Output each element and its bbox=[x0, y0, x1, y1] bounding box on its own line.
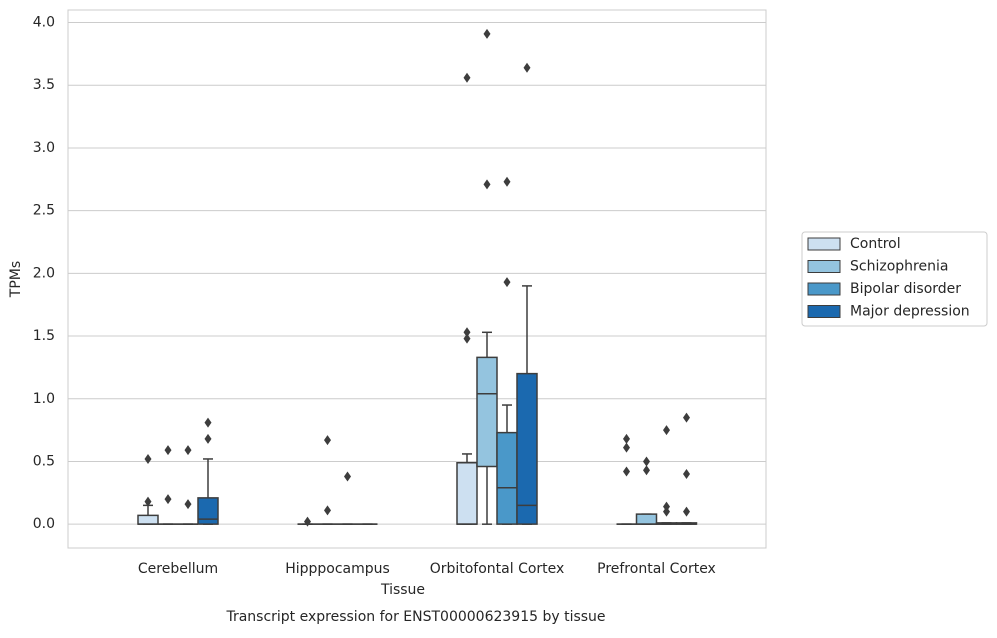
flier bbox=[503, 277, 511, 288]
flier bbox=[483, 179, 491, 190]
x-tick-label: Cerebellum bbox=[138, 561, 218, 577]
legend-label: Major depression bbox=[850, 304, 970, 320]
flier bbox=[683, 412, 690, 423]
flier bbox=[683, 469, 690, 480]
flier bbox=[304, 516, 311, 527]
flier bbox=[463, 72, 471, 83]
box bbox=[496, 431, 518, 525]
legend-swatch bbox=[807, 282, 841, 296]
flier bbox=[324, 505, 331, 516]
box bbox=[456, 461, 478, 525]
flier bbox=[144, 453, 152, 464]
x-tick-label: Orbitofontal Cortex bbox=[430, 561, 565, 577]
flier bbox=[503, 176, 511, 187]
flier bbox=[683, 506, 690, 517]
x-tick-label: Hipppocampus bbox=[285, 561, 390, 577]
flier bbox=[344, 471, 351, 482]
box bbox=[476, 356, 498, 468]
box bbox=[635, 513, 658, 525]
flier bbox=[523, 62, 531, 73]
flier bbox=[463, 333, 471, 344]
flier bbox=[164, 445, 172, 456]
flier bbox=[483, 28, 491, 39]
y-tick-label: 2.5 bbox=[33, 203, 55, 219]
legend-label: Schizophrenia bbox=[850, 259, 948, 275]
flier bbox=[623, 433, 630, 444]
y-tick-label: 3.0 bbox=[33, 140, 55, 156]
y-tick-label: 0.0 bbox=[33, 516, 55, 532]
legend-swatch bbox=[807, 260, 841, 273]
legend-frame bbox=[801, 231, 988, 327]
y-tick-label: 1.0 bbox=[33, 391, 55, 407]
y-tick-label: 2.0 bbox=[33, 265, 55, 281]
x-tick-label: Prefrontal Cortex bbox=[597, 561, 716, 577]
flier bbox=[164, 494, 172, 505]
flier bbox=[623, 466, 630, 477]
box bbox=[137, 514, 159, 525]
flier bbox=[184, 499, 192, 510]
flier bbox=[184, 445, 192, 456]
y-axis-label: TPMs bbox=[8, 261, 24, 298]
flier bbox=[204, 417, 212, 428]
flier bbox=[623, 442, 630, 453]
x-axis-label: Tissue bbox=[380, 582, 425, 598]
legend-swatch bbox=[807, 237, 841, 251]
y-tick-label: 3.5 bbox=[33, 77, 55, 93]
box bbox=[516, 372, 538, 525]
y-tick-label: 4.0 bbox=[33, 15, 55, 31]
flier bbox=[204, 433, 212, 444]
y-tick-label: 1.5 bbox=[33, 328, 55, 344]
plot-frame bbox=[67, 9, 767, 549]
legend-label: Control bbox=[850, 236, 901, 252]
flier bbox=[663, 425, 670, 436]
box bbox=[197, 497, 219, 525]
flier bbox=[324, 435, 331, 446]
chart-caption: Transcript expression for ENST0000062391… bbox=[225, 609, 605, 625]
legend-label: Bipolar disorder bbox=[850, 281, 961, 297]
flier bbox=[663, 506, 670, 517]
flier bbox=[643, 456, 650, 467]
flier bbox=[463, 327, 471, 338]
legend-swatch bbox=[807, 305, 841, 318]
y-tick-label: 0.5 bbox=[33, 453, 55, 469]
flier bbox=[663, 501, 670, 512]
flier bbox=[643, 465, 650, 476]
flier bbox=[144, 496, 152, 507]
